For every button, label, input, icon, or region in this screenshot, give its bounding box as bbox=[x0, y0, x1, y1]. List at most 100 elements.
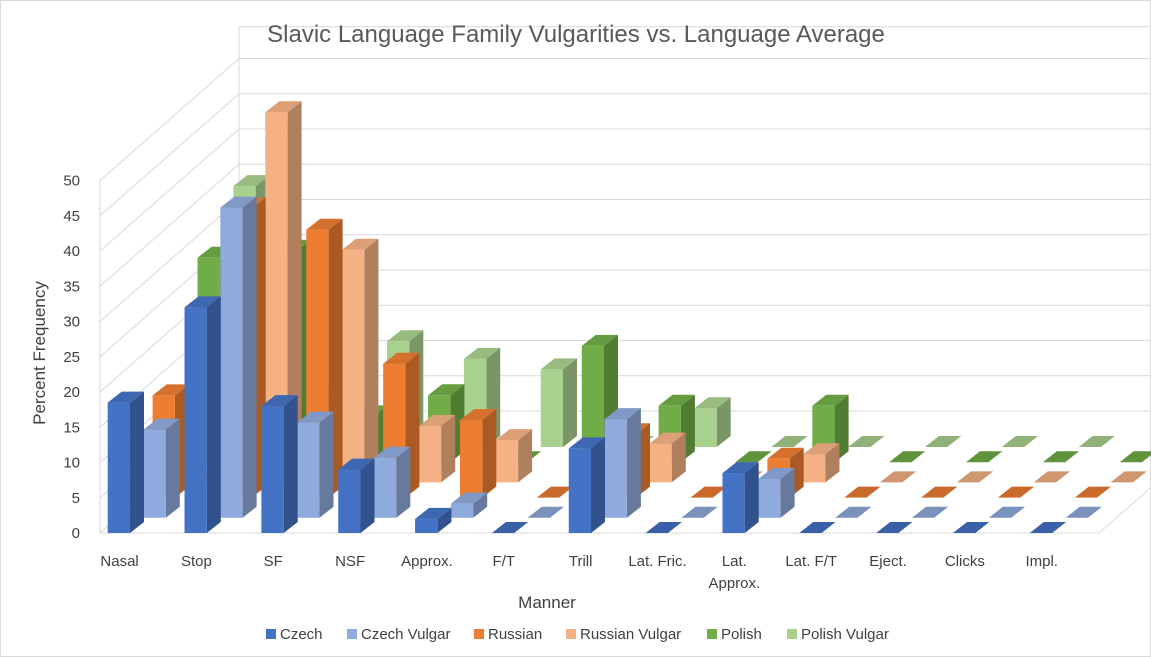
bar-front bbox=[374, 457, 397, 518]
bar-top bbox=[844, 486, 881, 498]
bar bbox=[568, 437, 605, 533]
bar-top bbox=[735, 451, 772, 463]
bar-top bbox=[107, 391, 144, 403]
bar bbox=[835, 506, 872, 518]
bar bbox=[645, 522, 682, 533]
bar-top bbox=[152, 384, 189, 396]
bar bbox=[690, 486, 727, 498]
bar-top bbox=[722, 462, 759, 474]
bar-top bbox=[374, 446, 411, 458]
bar-front bbox=[220, 207, 243, 518]
bar-top bbox=[988, 506, 1026, 518]
bar bbox=[722, 462, 759, 533]
bar bbox=[848, 436, 885, 447]
legend-swatch bbox=[347, 629, 357, 639]
bar-front bbox=[722, 473, 745, 533]
bar bbox=[604, 408, 641, 518]
x-tick-label: Lat. Approx. bbox=[708, 553, 760, 592]
bar bbox=[1078, 436, 1115, 447]
bar bbox=[649, 432, 686, 483]
bar-side bbox=[364, 238, 379, 483]
bar bbox=[1042, 451, 1080, 463]
bar-side bbox=[283, 395, 298, 533]
x-tick-label: Eject. bbox=[869, 553, 907, 570]
bar-side bbox=[242, 196, 257, 518]
bar-front bbox=[803, 454, 826, 483]
bar-front bbox=[338, 469, 361, 533]
x-tick-label: Stop bbox=[181, 553, 212, 570]
bar-top bbox=[460, 409, 497, 421]
bar bbox=[1110, 471, 1147, 483]
bar-top bbox=[925, 436, 962, 447]
bar-side bbox=[780, 468, 795, 518]
y-tick-label: 45 bbox=[63, 208, 80, 225]
bars bbox=[107, 101, 1151, 533]
bar bbox=[799, 522, 836, 533]
legend-item: Polish bbox=[707, 626, 762, 643]
bar bbox=[338, 458, 375, 533]
x-tick-label: Impl. bbox=[1025, 553, 1058, 570]
bar-side bbox=[744, 462, 759, 533]
bar-top bbox=[143, 418, 180, 430]
bar bbox=[342, 238, 379, 483]
bar bbox=[997, 486, 1035, 498]
bar-top bbox=[491, 522, 529, 533]
legend-swatch bbox=[266, 629, 276, 639]
bar-top bbox=[767, 447, 804, 459]
bar-top bbox=[1033, 471, 1070, 483]
bar-side bbox=[591, 437, 605, 533]
bar-side bbox=[626, 408, 641, 518]
bar-side bbox=[130, 391, 144, 533]
bar-top bbox=[568, 437, 605, 449]
x-tick-label: Nasal bbox=[100, 553, 138, 570]
bar-side bbox=[165, 418, 180, 518]
legend-swatch bbox=[707, 629, 717, 639]
bar-top bbox=[912, 506, 949, 518]
bar bbox=[540, 358, 577, 447]
bar-side bbox=[482, 409, 497, 498]
bar-front bbox=[184, 307, 207, 533]
bar bbox=[374, 446, 411, 518]
legend-swatch bbox=[566, 629, 576, 639]
bar-side bbox=[437, 507, 452, 533]
bar bbox=[184, 296, 221, 533]
y-axis-ticks: 0 5 10 15 20 25 30 35 40 45 50 bbox=[63, 173, 80, 543]
bar bbox=[735, 451, 772, 463]
bar-top bbox=[690, 486, 727, 498]
bar-side bbox=[825, 443, 840, 483]
bar-top bbox=[387, 330, 424, 342]
bar bbox=[418, 415, 456, 483]
x-tick-label: Clicks bbox=[945, 553, 985, 570]
bar bbox=[803, 443, 840, 483]
bar-front bbox=[107, 402, 130, 533]
bar-top bbox=[758, 468, 795, 479]
bar-side bbox=[518, 429, 533, 483]
bar-top bbox=[681, 506, 718, 518]
bar-top bbox=[342, 238, 379, 250]
bar bbox=[261, 395, 298, 533]
bar bbox=[1033, 471, 1070, 483]
bar bbox=[1001, 436, 1039, 447]
legend-label: Russian bbox=[488, 626, 542, 643]
gridline bbox=[99, 58, 1151, 181]
y-tick-label: 20 bbox=[63, 384, 80, 401]
bar-top bbox=[184, 296, 221, 308]
bar-top bbox=[1119, 451, 1151, 463]
bar-top bbox=[694, 397, 731, 409]
bar-front bbox=[342, 249, 365, 483]
bar-front bbox=[143, 429, 166, 518]
bar bbox=[925, 436, 962, 447]
x-tick-label: F/T bbox=[493, 553, 516, 570]
bar-top bbox=[540, 358, 577, 370]
bar bbox=[450, 492, 488, 518]
bar-front bbox=[450, 503, 474, 518]
bar-top bbox=[1110, 471, 1147, 483]
bar-top bbox=[799, 522, 836, 533]
bar-top bbox=[658, 394, 695, 406]
legend-label: Polish Vulgar bbox=[801, 626, 889, 643]
bar-side bbox=[563, 358, 577, 447]
bar-top bbox=[1078, 436, 1115, 447]
y-tick-label: 10 bbox=[63, 455, 80, 472]
x-tick-label: NSF bbox=[335, 553, 365, 570]
